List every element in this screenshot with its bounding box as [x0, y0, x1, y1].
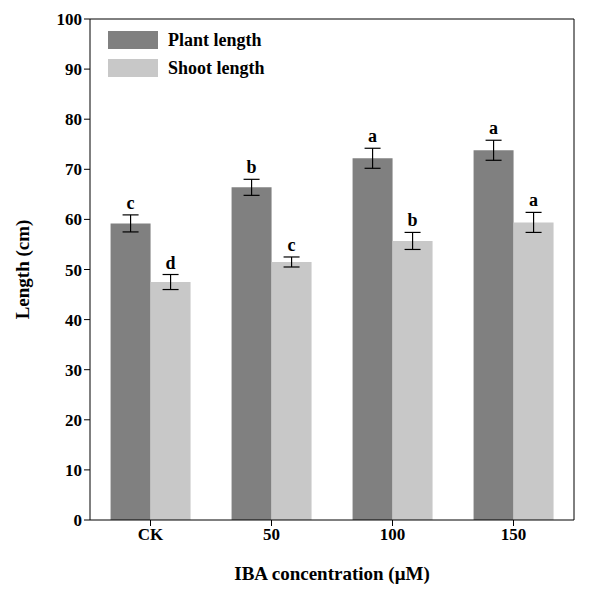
- svg-text:a: a: [489, 118, 498, 138]
- svg-text:100: 100: [57, 10, 83, 29]
- svg-text:20: 20: [65, 411, 82, 430]
- html-text:Plant length: Plant length: [168, 29, 262, 50]
- svg-text:c: c: [127, 193, 135, 213]
- svg-text:40: 40: [65, 311, 82, 330]
- svg-text:b: b: [408, 210, 418, 230]
- svg-text:50: 50: [65, 261, 82, 280]
- html-text:Shoot length: Shoot length: [168, 57, 265, 78]
- svg-text:100: 100: [380, 525, 406, 544]
- svg-text:60: 60: [65, 210, 82, 229]
- svg-text:d: d: [166, 253, 176, 273]
- svg-text:IBA concentration (μM): IBA concentration (μM): [234, 563, 429, 585]
- svg-text:30: 30: [65, 361, 82, 380]
- svg-text:150: 150: [501, 525, 527, 544]
- svg-text:80: 80: [65, 110, 82, 129]
- svg-text:70: 70: [65, 160, 82, 179]
- svg-text:CK: CK: [138, 525, 164, 544]
- svg-text:0: 0: [74, 511, 83, 530]
- svg-text:50: 50: [263, 525, 280, 544]
- svg-text:b: b: [247, 157, 257, 177]
- svg-text:Length (cm): Length (cm): [12, 220, 34, 320]
- svg-text:a: a: [529, 190, 538, 210]
- svg-text:90: 90: [65, 60, 82, 79]
- svg-text:c: c: [288, 235, 296, 255]
- svg-text:10: 10: [65, 461, 82, 480]
- svg-text:a: a: [368, 126, 377, 146]
